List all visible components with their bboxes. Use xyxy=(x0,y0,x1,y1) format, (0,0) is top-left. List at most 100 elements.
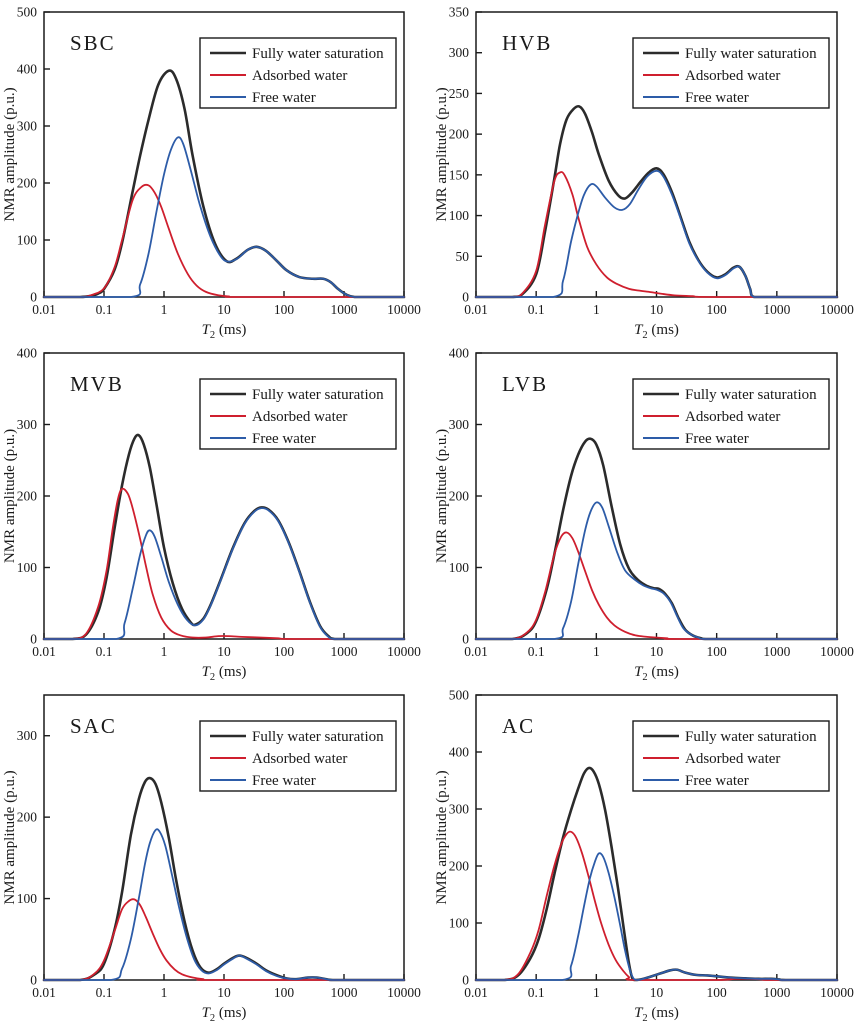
curve-free-water xyxy=(475,169,838,298)
x-axis-label: T2 (ms) xyxy=(634,1005,679,1024)
x-tick-label: 100 xyxy=(707,644,728,659)
x-tick-label: 10 xyxy=(650,644,664,659)
x-tick-label: 10000 xyxy=(387,302,421,317)
x-axis-label: T2 (ms) xyxy=(202,322,247,341)
curve-adsorbed-water xyxy=(43,487,405,640)
panel-title: MVB xyxy=(70,372,124,396)
y-tick-label: 200 xyxy=(17,176,38,191)
panel-title: SBC xyxy=(70,31,116,55)
panel-hvb: 0.01 0.1 1 10 100 1000 10000 0 50 100 150 200 250 300… xyxy=(432,0,865,341)
legend-label-free-water: Free water xyxy=(252,90,316,106)
y-tick-label: 0 xyxy=(462,290,469,305)
y-tick-label: 100 xyxy=(449,560,470,575)
x-tick-label: 1 xyxy=(593,644,600,659)
y-tick-label: 200 xyxy=(449,127,470,142)
panel-sac: 0.01 0.1 1 10 100 1000 10000 0 100 200 300 SAC T2 (m… xyxy=(0,683,432,1024)
x-tick-label: 100 xyxy=(274,644,295,659)
x-tick-label: 10000 xyxy=(387,985,421,1000)
curve-adsorbed-water xyxy=(475,830,838,981)
x-tick-label: 10000 xyxy=(387,644,421,659)
x-tick-label: 1000 xyxy=(331,644,358,659)
x-tick-label: 10 xyxy=(650,985,664,1000)
legend-label-fully-water-saturation: Fully water saturation xyxy=(685,729,817,745)
y-tick-label: 0 xyxy=(30,290,37,305)
legend-label-adsorbed-water: Adsorbed water xyxy=(252,68,347,84)
chart-svg-sac: 0.01 0.1 1 10 100 1000 10000 0 100 200 300 SAC T2 (m… xyxy=(2,694,421,1024)
x-tick-label: 10000 xyxy=(820,985,854,1000)
y-tick-label: 0 xyxy=(462,632,469,647)
legend-label-adsorbed-water: Adsorbed water xyxy=(252,409,347,425)
y-tick-label: 0 xyxy=(30,632,37,647)
y-tick-label: 100 xyxy=(17,560,38,575)
legend-label-fully-water-saturation: Fully water saturation xyxy=(685,46,817,62)
y-axis-label: NMR amplitude (p.u.) xyxy=(434,770,450,904)
y-tick-label: 200 xyxy=(449,859,470,874)
curve-adsorbed-water xyxy=(475,531,838,640)
x-tick-label: 1000 xyxy=(763,644,790,659)
y-tick-label: 350 xyxy=(449,5,470,20)
legend-label-fully-water-saturation: Fully water saturation xyxy=(252,46,384,62)
x-tick-label: 0.01 xyxy=(32,302,56,317)
y-tick-label: 300 xyxy=(17,728,38,743)
chart-svg-lvb: 0.01 0.1 1 10 100 1000 10000 0 100 200 300 400 LVB T2… xyxy=(434,346,854,684)
x-tick-label: 1 xyxy=(161,302,168,317)
x-tick-label: 0.1 xyxy=(528,985,545,1000)
y-tick-label: 400 xyxy=(17,346,38,361)
x-tick-label: 10 xyxy=(217,302,231,317)
y-tick-label: 200 xyxy=(17,810,38,825)
x-tick-label: 0.1 xyxy=(96,302,113,317)
x-tick-label: 100 xyxy=(274,985,295,1000)
x-tick-label: 0.01 xyxy=(464,302,488,317)
chart-svg-ac: 0.01 0.1 1 10 100 1000 10000 0 100 200 300 400 500 AC… xyxy=(434,688,854,1024)
y-tick-label: 500 xyxy=(17,5,38,20)
legend-label-free-water: Free water xyxy=(685,431,749,447)
x-tick-label: 1 xyxy=(161,985,168,1000)
x-tick-label: 0.1 xyxy=(528,302,545,317)
panel-title: LVB xyxy=(502,372,548,396)
y-tick-label: 200 xyxy=(449,489,470,504)
y-axis-label: NMR amplitude (p.u.) xyxy=(2,770,18,904)
y-tick-label: 100 xyxy=(449,208,470,223)
panel-ac: 0.01 0.1 1 10 100 1000 10000 0 100 200 300 400 500 AC… xyxy=(432,683,865,1024)
curve-free-water xyxy=(475,852,838,981)
x-tick-label: 10 xyxy=(650,302,664,317)
legend-label-fully-water-saturation: Fully water saturation xyxy=(252,387,384,403)
panel-lvb: 0.01 0.1 1 10 100 1000 10000 0 100 200 300 400 LVB T2… xyxy=(432,341,865,683)
x-tick-label: 0.1 xyxy=(528,644,545,659)
x-tick-label: 1 xyxy=(161,644,168,659)
y-tick-label: 100 xyxy=(449,916,470,931)
x-tick-label: 1 xyxy=(593,302,600,317)
x-tick-label: 1 xyxy=(593,985,600,1000)
x-tick-label: 10000 xyxy=(820,302,854,317)
y-tick-label: 50 xyxy=(456,249,470,264)
y-axis-label: NMR amplitude (p.u.) xyxy=(434,429,450,563)
y-tick-label: 400 xyxy=(449,346,470,361)
x-tick-label: 10 xyxy=(217,644,231,659)
x-tick-label: 0.01 xyxy=(32,985,56,1000)
legend-label-free-water: Free water xyxy=(685,90,749,106)
y-tick-label: 0 xyxy=(462,973,469,988)
curve-adsorbed-water xyxy=(43,898,405,981)
x-tick-label: 1000 xyxy=(331,302,358,317)
legend-label-fully-water-saturation: Fully water saturation xyxy=(685,387,817,403)
y-tick-label: 300 xyxy=(449,417,470,432)
curve-fully-water-saturation xyxy=(474,437,839,641)
x-tick-label: 0.01 xyxy=(464,985,488,1000)
y-tick-label: 300 xyxy=(449,802,470,817)
x-tick-label: 1000 xyxy=(763,985,790,1000)
curve-fully-water-saturation xyxy=(474,766,839,982)
y-tick-label: 400 xyxy=(17,62,38,77)
curve-free-water xyxy=(43,136,405,298)
legend-label-fully-water-saturation: Fully water saturation xyxy=(252,729,384,745)
curve-free-water xyxy=(43,507,405,640)
legend-label-adsorbed-water: Adsorbed water xyxy=(685,409,780,425)
panel-title: AC xyxy=(502,714,535,738)
x-axis-label: T2 (ms) xyxy=(634,322,679,341)
x-tick-label: 0.01 xyxy=(32,644,56,659)
y-axis-label: NMR amplitude (p.u.) xyxy=(2,429,18,563)
y-tick-label: 100 xyxy=(17,891,38,906)
y-tick-label: 150 xyxy=(449,167,470,182)
x-tick-label: 0.1 xyxy=(96,985,113,1000)
curve-free-water xyxy=(475,501,838,640)
